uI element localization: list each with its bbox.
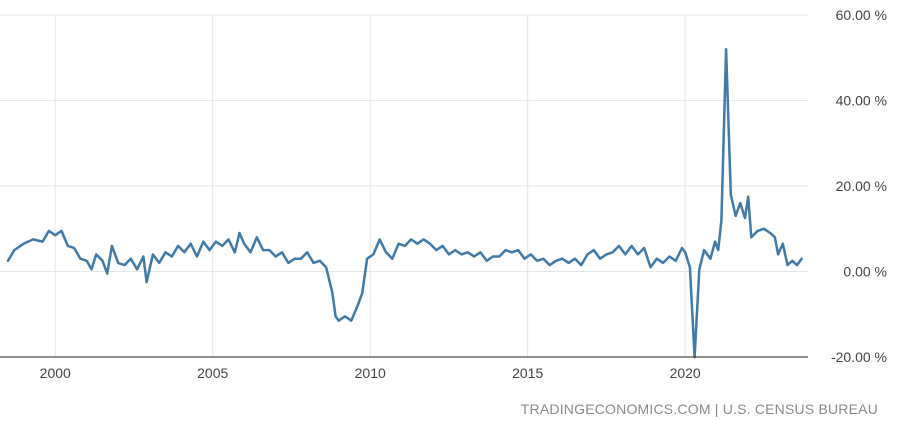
x-tick-label: 2020	[670, 365, 701, 381]
y-tick-label: 60.00 %	[836, 7, 887, 23]
y-tick-label: 40.00 %	[836, 93, 887, 109]
x-axis-labels: 2000 2005 2010 2015 2020	[40, 365, 701, 381]
series-layer	[6, 47, 803, 359]
y-axis-labels: 60.00 % 40.00 % 20.00 % 0.00 % -20.00 %	[831, 7, 887, 365]
grid-layer	[0, 14, 808, 357]
y-tick-label: 0.00 %	[843, 264, 887, 280]
y-tick-label: -20.00 %	[831, 349, 887, 365]
series-line	[6, 47, 803, 359]
x-tick-label: 2010	[355, 365, 386, 381]
source-credit: TRADINGECONOMICS.COM | U.S. CENSUS BUREA…	[520, 401, 878, 417]
x-tick-label: 2000	[40, 365, 71, 381]
x-tick-label: 2015	[512, 365, 543, 381]
x-tick-label: 2005	[197, 365, 228, 381]
y-tick-label: 20.00 %	[836, 178, 887, 194]
